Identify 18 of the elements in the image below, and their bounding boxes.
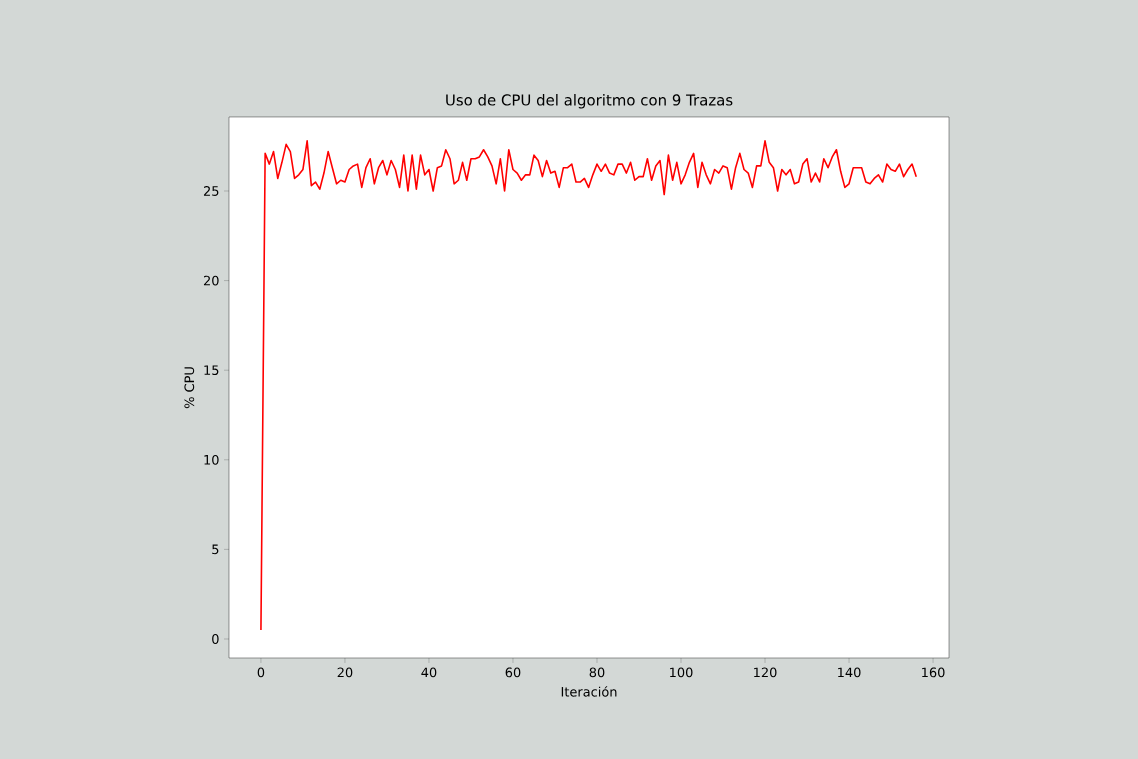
x-tick-label: 20	[337, 667, 353, 678]
x-tick-label: 80	[589, 667, 605, 678]
y-tick-label: 0	[212, 634, 219, 644]
x-tick-label: 60	[505, 667, 521, 678]
chart-title: Uso de CPU del algoritmo con 9 Trazas	[446, 94, 733, 109]
y-axis-title: % CPU	[184, 367, 195, 409]
y-tick-label: 20	[203, 275, 219, 286]
y-tick-label: 10	[204, 454, 219, 465]
x-axis-title: Iteración	[561, 686, 617, 697]
x-tick-label: 120	[754, 667, 777, 678]
x-tick-label: 40	[421, 667, 437, 678]
x-tick-label: 0	[257, 667, 265, 678]
x-tick-label: 160	[922, 667, 945, 678]
x-tick-label: 140	[838, 667, 861, 678]
y-tick-label: 25	[203, 186, 219, 196]
y-tick-label: 5	[212, 544, 219, 555]
x-tick-label: 100	[670, 667, 693, 678]
y-tick-label: 15	[204, 365, 219, 376]
